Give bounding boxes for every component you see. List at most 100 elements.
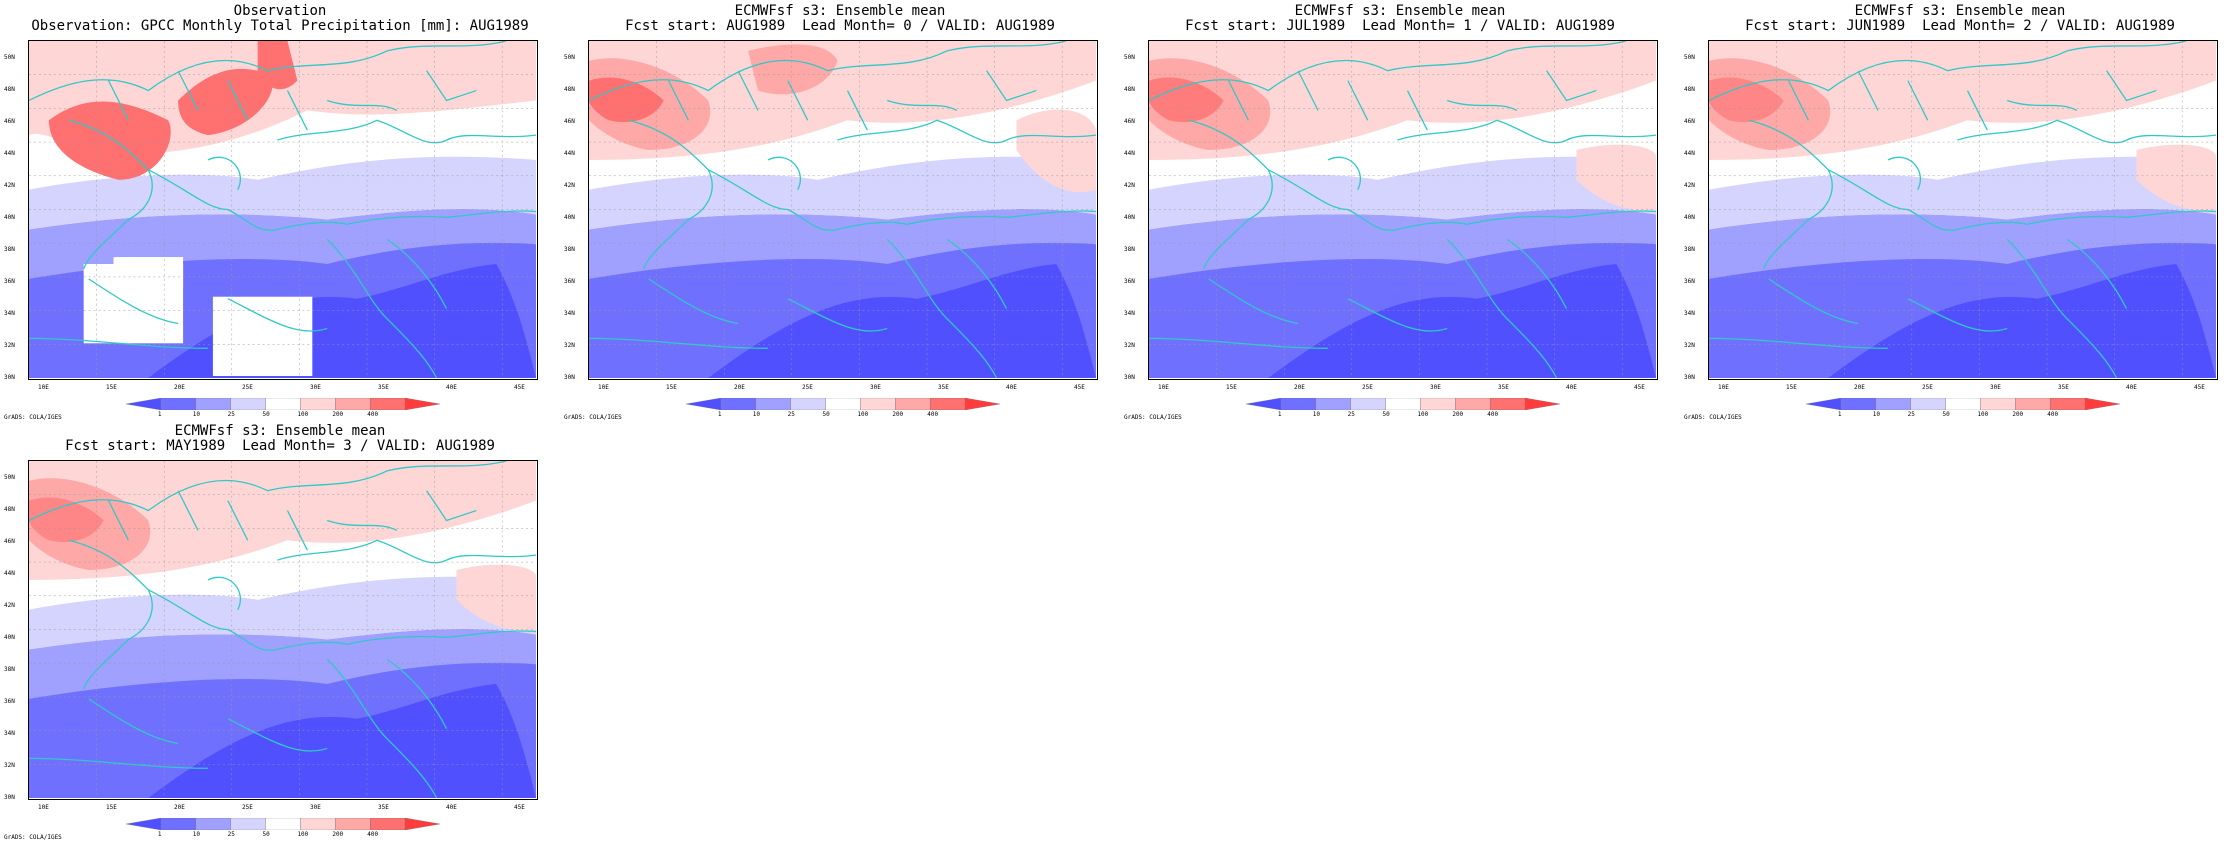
lon-tick-label: 30E bbox=[1990, 384, 2001, 391]
map-contour bbox=[589, 77, 664, 123]
lat-tick-label: 44N bbox=[4, 150, 15, 157]
lat-tick-label: 40N bbox=[564, 214, 575, 221]
colorbar-label: 100 bbox=[1417, 411, 1429, 418]
colorbar-label: 200 bbox=[2012, 411, 2024, 418]
panel-subtitle: Fcst start: JUN1989 Lead Month= 2 / VALI… bbox=[1745, 18, 2175, 34]
colorbar-label: 10 bbox=[752, 411, 760, 418]
lon-tick-label: 20E bbox=[174, 384, 185, 391]
colorbar-swatch bbox=[1385, 398, 1421, 410]
colorbar-swatch bbox=[964, 398, 1000, 410]
lon-tick-label: 30E bbox=[310, 804, 321, 811]
colorbar-label: 400 bbox=[1487, 411, 1499, 418]
colorbar-swatch bbox=[126, 398, 162, 410]
colorbar-swatch bbox=[300, 818, 336, 830]
map-contour bbox=[1268, 264, 1656, 378]
colorbar-swatch bbox=[686, 398, 722, 410]
lon-tick-label: 45E bbox=[514, 804, 525, 811]
lat-tick-label: 36N bbox=[1684, 278, 1695, 285]
panel-title: Observation bbox=[233, 3, 327, 19]
colorbar-swatch bbox=[160, 398, 196, 410]
map-panel-1: Observation Observation: GPCC Monthly Tot… bbox=[0, 0, 560, 421]
colorbar-label: 200 bbox=[892, 411, 904, 418]
colorbar-swatch bbox=[1246, 398, 1282, 410]
lon-tick-label: 10E bbox=[38, 384, 49, 391]
lat-tick-label: 48N bbox=[564, 86, 575, 93]
lon-tick-label: 45E bbox=[2194, 384, 2205, 391]
lat-tick-label: 42N bbox=[1124, 182, 1135, 189]
lat-tick-label: 44N bbox=[564, 150, 575, 157]
colorbar-swatch bbox=[404, 818, 440, 830]
lon-tick-label: 40E bbox=[446, 384, 457, 391]
lat-tick-label: 46N bbox=[4, 538, 15, 545]
colorbar-swatch bbox=[1455, 398, 1491, 410]
lon-tick-label: 40E bbox=[1566, 384, 1577, 391]
lat-tick-label: 42N bbox=[4, 602, 15, 609]
lat-tick-label: 44N bbox=[4, 570, 15, 577]
lon-tick-label: 25E bbox=[242, 804, 253, 811]
colorbar-swatch bbox=[1806, 398, 1842, 410]
lat-tick-label: 30N bbox=[1124, 374, 1135, 381]
lat-tick-label: 38N bbox=[1124, 246, 1135, 253]
map-panel-3: ECMWFsf s3: Ensemble mean Fcst start: JUL… bbox=[1120, 0, 1680, 421]
colorbar-swatch bbox=[335, 818, 371, 830]
map-contour bbox=[29, 497, 104, 543]
precipitation-map bbox=[28, 460, 538, 800]
lat-tick-label: 38N bbox=[4, 246, 15, 253]
colorbar-label: 1 bbox=[717, 411, 722, 418]
colorbar-swatch bbox=[265, 398, 301, 410]
colorbar-swatch bbox=[230, 818, 266, 830]
colorbar-label: 100 bbox=[297, 831, 309, 838]
map-panel-5: ECMWFsf s3: Ensemble mean Fcst start: MAY… bbox=[0, 420, 560, 841]
colorbar-label: 10 bbox=[192, 831, 200, 838]
colorbar-label: 25 bbox=[1347, 411, 1355, 418]
lat-tick-label: 34N bbox=[564, 310, 575, 317]
map-contour bbox=[589, 41, 1096, 378]
map-contour bbox=[148, 684, 536, 798]
colorbar-label: 50 bbox=[1942, 411, 1950, 418]
colorbar-swatch bbox=[1524, 398, 1560, 410]
colorbar-swatch bbox=[1840, 398, 1876, 410]
lat-tick-label: 36N bbox=[4, 278, 15, 285]
colorbar-label: 10 bbox=[1872, 411, 1880, 418]
colorbar-swatch bbox=[1490, 398, 1526, 410]
lon-tick-label: 15E bbox=[106, 804, 117, 811]
map-region bbox=[212, 296, 313, 377]
map-contour bbox=[1709, 41, 2216, 160]
map-contour bbox=[1149, 41, 1656, 378]
lon-tick-label: 45E bbox=[514, 384, 525, 391]
colorbar-label: 1 bbox=[1837, 411, 1842, 418]
lat-tick-label: 46N bbox=[1124, 118, 1135, 125]
lat-tick-label: 44N bbox=[1684, 150, 1695, 157]
lat-tick-label: 36N bbox=[4, 698, 15, 705]
lon-tick-label: 10E bbox=[1158, 384, 1169, 391]
grads-credit: GrADS: COLA/IGES bbox=[1684, 414, 1742, 421]
lon-tick-label: 45E bbox=[1634, 384, 1645, 391]
grads-credit: GrADS: COLA/IGES bbox=[4, 834, 62, 841]
colorbar-swatch bbox=[1315, 398, 1351, 410]
colorbar-swatch bbox=[825, 398, 861, 410]
colorbar-swatch bbox=[404, 398, 440, 410]
map-contour bbox=[1149, 156, 1656, 230]
lat-tick-label: 50N bbox=[1684, 54, 1695, 61]
map-contour bbox=[2136, 144, 2216, 211]
colorbar-swatch bbox=[860, 398, 896, 410]
lat-tick-label: 32N bbox=[1124, 342, 1135, 349]
colorbar-label: 100 bbox=[297, 411, 309, 418]
lat-tick-label: 34N bbox=[1684, 310, 1695, 317]
lat-tick-label: 50N bbox=[1124, 54, 1135, 61]
lat-tick-label: 34N bbox=[1124, 310, 1135, 317]
lon-tick-label: 10E bbox=[38, 804, 49, 811]
colorbar-swatch bbox=[335, 398, 371, 410]
lon-tick-label: 45E bbox=[1074, 384, 1085, 391]
lon-tick-label: 25E bbox=[1362, 384, 1373, 391]
colorbar-swatch bbox=[265, 818, 301, 830]
lat-tick-label: 40N bbox=[1124, 214, 1135, 221]
lon-tick-label: 25E bbox=[802, 384, 813, 391]
colorbar-label: 1 bbox=[157, 411, 162, 418]
lon-tick-label: 20E bbox=[1854, 384, 1865, 391]
lat-tick-label: 46N bbox=[4, 118, 15, 125]
lat-tick-label: 30N bbox=[1684, 374, 1695, 381]
map-contour bbox=[29, 461, 536, 798]
map-contour bbox=[29, 156, 536, 230]
lon-tick-label: 25E bbox=[1922, 384, 1933, 391]
